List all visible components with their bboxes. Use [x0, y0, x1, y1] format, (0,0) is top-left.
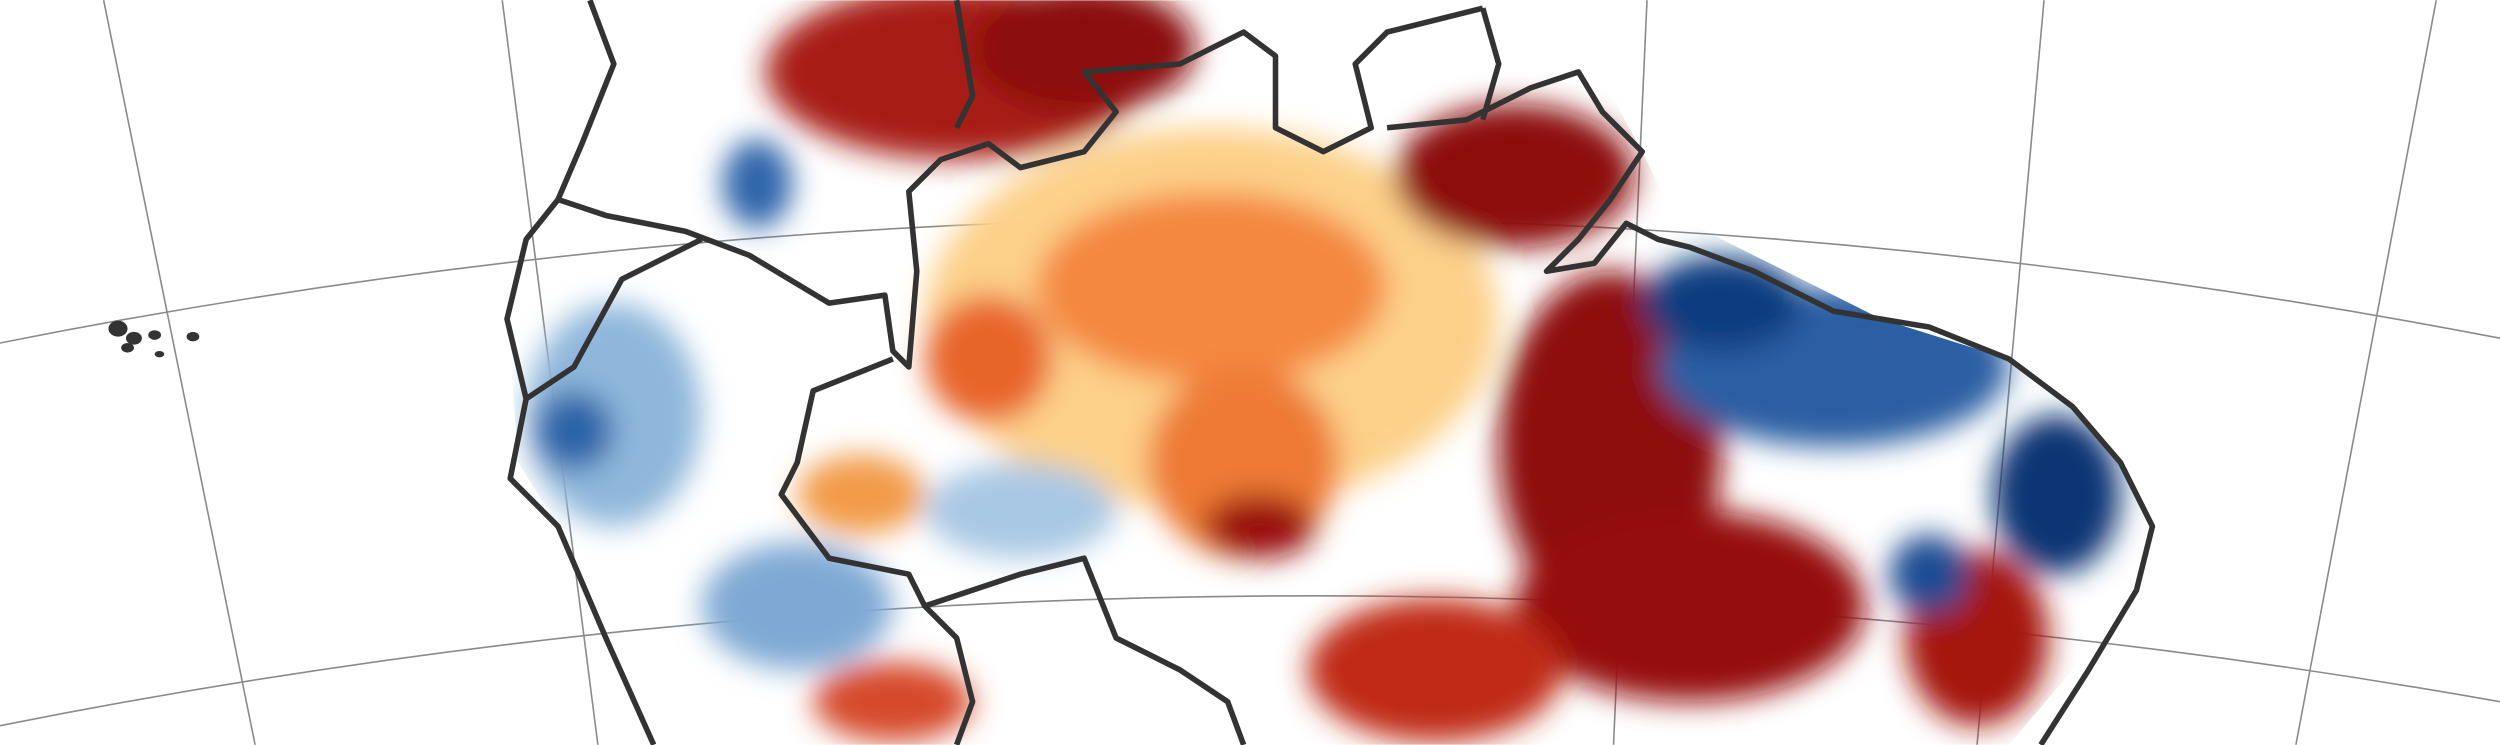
- border: [778, 356, 976, 745]
- islands: [108, 320, 200, 358]
- meridian: [102, 0, 256, 745]
- anomaly-blue: [722, 138, 793, 229]
- border: [953, 0, 976, 130]
- anomaly-dark-red: [1395, 103, 1635, 248]
- anomaly-orange: [924, 295, 1053, 423]
- anomaly-light-blue: [526, 303, 702, 527]
- island: [154, 350, 165, 358]
- anomaly-light-blue: [924, 462, 1117, 559]
- anomaly-dark-red: [972, 0, 1196, 112]
- island: [125, 331, 142, 345]
- anomaly-orange: [797, 454, 925, 535]
- island: [148, 330, 162, 340]
- coastline: [1386, 69, 2156, 745]
- coastline: [504, 0, 657, 745]
- anomaly-dark-red: [1514, 510, 1866, 702]
- border: [923, 555, 1247, 745]
- borders: [504, 0, 2156, 745]
- anomaly-field: [526, 0, 2121, 742]
- island: [108, 320, 128, 337]
- island: [186, 331, 200, 342]
- border: [557, 5, 1484, 370]
- anomaly-blue: [534, 390, 614, 471]
- anomaly-dark-blue: [1642, 255, 1802, 351]
- anomaly-blue: [1889, 534, 1970, 615]
- border: [1480, 7, 1502, 121]
- anomaly-dark-blue: [1992, 414, 2121, 575]
- meridian: [2295, 0, 2438, 745]
- anomaly-blobs: [526, 0, 2121, 742]
- parallel: [0, 595, 2500, 727]
- anomaly-red: [1307, 598, 1563, 742]
- anomaly-red: [813, 661, 973, 742]
- island: [121, 343, 134, 353]
- border: [524, 236, 703, 402]
- anomaly-light-blue: [701, 542, 893, 670]
- anomaly-orange: [1036, 191, 1388, 383]
- anomaly-dark-red: [1203, 494, 1316, 559]
